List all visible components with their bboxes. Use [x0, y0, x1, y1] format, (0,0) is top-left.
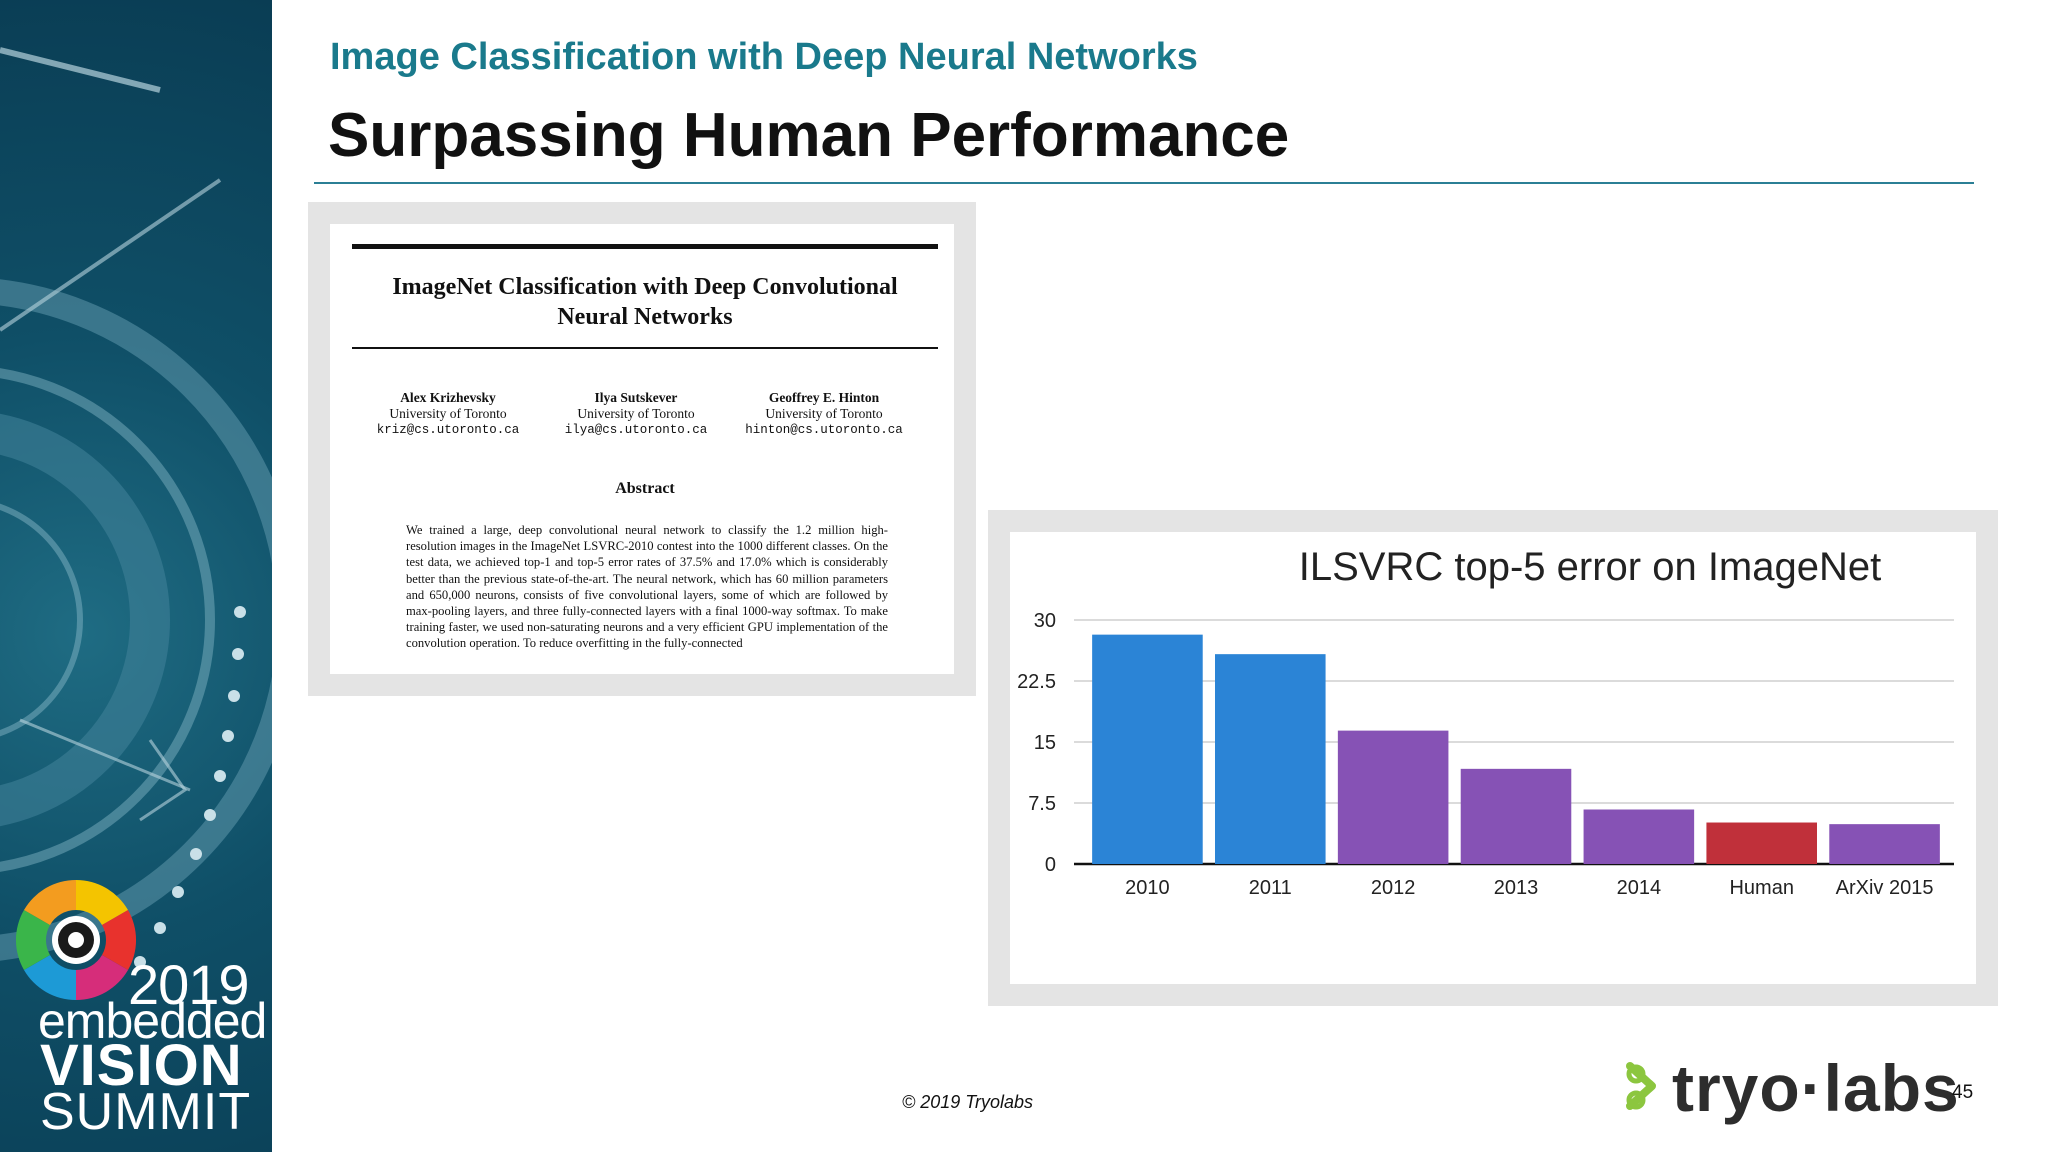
x-tick-label: 2011 — [1249, 877, 1292, 899]
tryolabs-mark-icon — [1626, 1062, 1656, 1110]
author-affiliation: University of Toronto — [577, 406, 695, 421]
abstract-heading: Abstract — [615, 480, 675, 497]
abstract-text: We trained a large, deep convolutional n… — [406, 523, 888, 651]
logo-vision: VISION — [40, 1033, 243, 1098]
bar-2013 — [1460, 768, 1572, 864]
author-email: kriz@cs.utoronto.ca — [376, 423, 520, 437]
bar-2012 — [1337, 730, 1449, 864]
paper-title-line1: ImageNet Classification with Deep Convol… — [392, 274, 898, 300]
author-email: ilya@cs.utoronto.ca — [564, 423, 708, 437]
paper-screenshot: ImageNet Classification with Deep Convol… — [308, 202, 976, 696]
header-divider — [314, 182, 1974, 184]
bar-2014 — [1583, 809, 1695, 864]
decorative-sidebar: 2019 embedded VISION SUMMIT — [0, 0, 272, 1152]
copyright: © 2019 Tryolabs — [902, 1092, 1033, 1112]
paper-author-2: Ilya Sutskever University of Toronto ily… — [536, 390, 736, 438]
page-number: 45 — [1952, 1082, 1974, 1103]
chart-title: ILSVRC top-5 error on ImageNet — [1299, 545, 1881, 589]
embedded-vision-summit-logo: 2019 embedded VISION SUMMIT — [10, 880, 272, 1141]
x-tick-label: Human — [1729, 877, 1793, 899]
summit-emblem-icon — [15, 880, 137, 1000]
paper-title-line2: Neural Networks — [557, 304, 733, 330]
chart-y-ticks: 0 7.5 15 22.5 30 — [1017, 610, 1056, 876]
logo-year: 2019 — [128, 953, 250, 1016]
chart-bars — [1092, 634, 1940, 864]
author-affiliation: University of Toronto — [389, 406, 507, 421]
brand-name: tryo·labs — [1672, 1051, 1960, 1125]
x-tick-label: ArXiv 2015 — [1836, 877, 1934, 899]
bar-2010 — [1092, 634, 1203, 864]
paper-top-rule — [352, 244, 938, 249]
bar-arxiv-2015 — [1829, 824, 1940, 864]
chart-card: ILSVRC top-5 error on ImageNet 0 7.5 15 22.… — [988, 510, 1998, 1006]
y-tick-label: 22.5 — [1017, 671, 1056, 693]
slide-subtitle: Image Classification with Deep Neural Ne… — [330, 36, 1198, 78]
paper-author-3: Geoffrey E. Hinton University of Toronto… — [724, 390, 924, 438]
logo-embedded: embedded — [38, 993, 267, 1049]
paper-title: ImageNet Classification with Deep Convol… — [330, 272, 954, 332]
bar-2011 — [1215, 654, 1326, 864]
author-affiliation: University of Toronto — [765, 406, 883, 421]
author-name: Ilya Sutskever — [594, 390, 678, 405]
y-tick-label: 0 — [1045, 854, 1056, 876]
chart-area: ILSVRC top-5 error on ImageNet 0 7.5 15 22.… — [1010, 532, 1976, 984]
author-email: hinton@cs.utoronto.ca — [745, 423, 903, 437]
logo-summit: SUMMIT — [40, 1083, 252, 1141]
author-name: Geoffrey E. Hinton — [768, 390, 880, 405]
paper-mid-rule — [352, 347, 938, 349]
bar-human — [1706, 822, 1817, 864]
bar-chart: ILSVRC top-5 error on ImageNet 0 7.5 15 22.… — [1017, 545, 1954, 899]
y-tick-label: 7.5 — [1028, 793, 1056, 815]
paper-author-1: Alex Krizhevsky University of Toronto kr… — [348, 390, 548, 438]
tryolabs-logo: tryo·labs — [1622, 1050, 1959, 1130]
slide-title: Surpassing Human Performance — [328, 101, 1290, 170]
paper-page: ImageNet Classification with Deep Convol… — [330, 224, 954, 674]
author-name: Alex Krizhevsky — [400, 390, 496, 405]
x-tick-label: 2012 — [1371, 877, 1416, 899]
x-tick-label: 2013 — [1494, 877, 1539, 899]
y-tick-label: 30 — [1034, 610, 1056, 632]
sidebar-decoration — [0, 47, 272, 1000]
y-tick-label: 15 — [1034, 732, 1056, 754]
x-tick-label: 2010 — [1125, 877, 1170, 899]
chart-x-ticks: 2010 2011 2012 2013 2014 Human ArXiv 2015 — [1125, 877, 1933, 899]
x-tick-label: 2014 — [1617, 877, 1662, 899]
